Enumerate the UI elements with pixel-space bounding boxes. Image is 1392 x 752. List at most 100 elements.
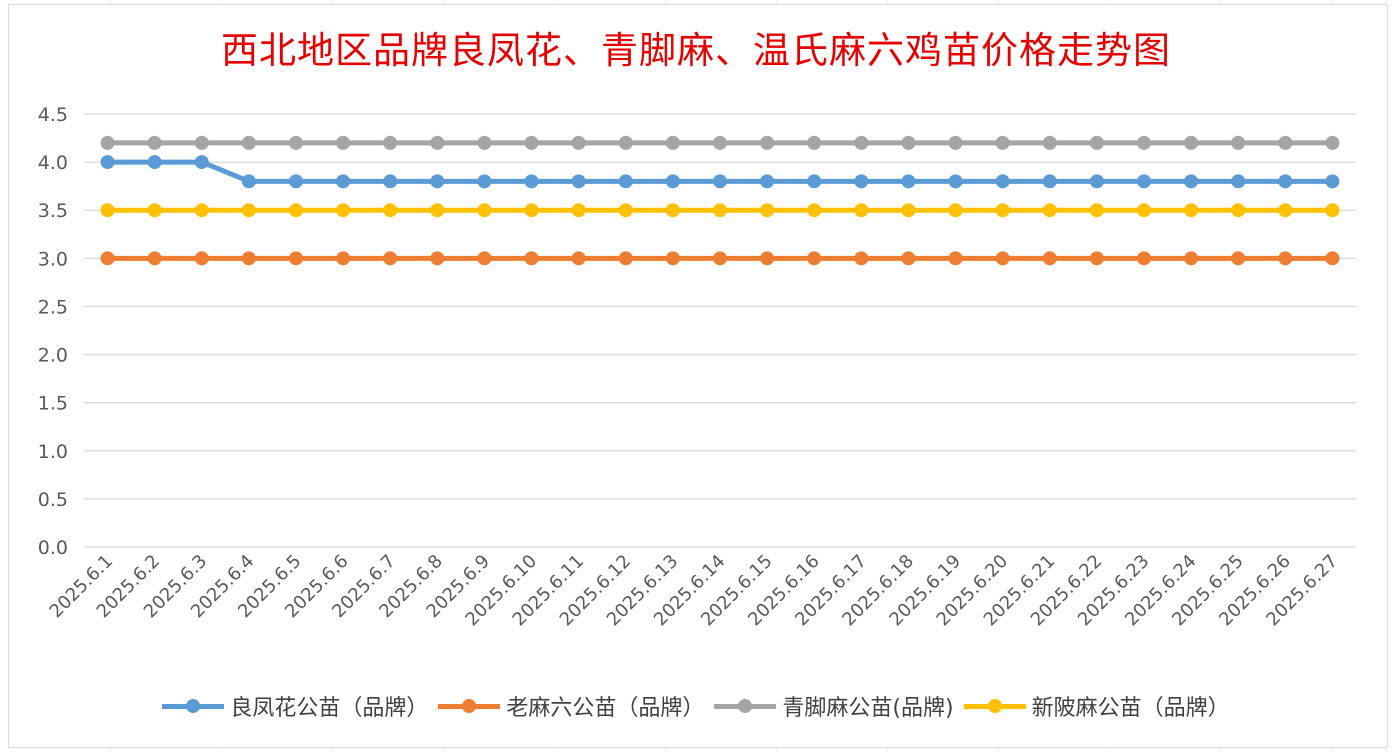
data-point (1278, 203, 1293, 218)
data-point (1089, 251, 1104, 266)
data-point (948, 251, 963, 266)
data-point (1137, 135, 1151, 150)
data-point (1325, 174, 1340, 189)
data-point (995, 203, 1010, 218)
data-point (1278, 174, 1293, 189)
data-point (147, 155, 162, 170)
data-point (1089, 203, 1104, 218)
data-point (336, 251, 351, 266)
data-point (477, 174, 492, 189)
data-point (194, 135, 209, 150)
data-point (1325, 135, 1340, 150)
data-point (430, 203, 445, 218)
data-point (383, 135, 398, 150)
chart-title: 西北地区品牌良凤花、青脚麻、温氏麻六鸡苗价格走势图 (221, 29, 1171, 72)
data-point (1184, 135, 1199, 150)
data-point (289, 174, 303, 189)
data-point (241, 251, 256, 266)
data-point (760, 135, 775, 150)
data-point (383, 251, 398, 266)
series-2 (100, 135, 1340, 150)
data-point (901, 203, 916, 218)
data-point (760, 203, 775, 218)
data-point (1137, 251, 1151, 266)
data-point (1089, 174, 1104, 189)
data-point (336, 135, 351, 150)
data-point (1042, 251, 1057, 266)
data-point (854, 174, 869, 189)
legend-item: 良凤花公苗（品牌） (162, 690, 428, 722)
data-point (1231, 203, 1246, 218)
data-point (289, 135, 303, 150)
data-point (289, 251, 303, 266)
data-point (854, 203, 869, 218)
data-point (665, 203, 680, 218)
data-point (430, 251, 445, 266)
y-tick-label: 0.0 (38, 537, 68, 559)
data-point (713, 135, 727, 150)
data-point (241, 203, 256, 218)
data-point (713, 203, 727, 218)
data-point (383, 174, 398, 189)
legend-swatch (162, 699, 225, 713)
data-point (995, 135, 1010, 150)
data-point (618, 203, 633, 218)
data-point (571, 135, 586, 150)
data-point (901, 135, 916, 150)
data-point (524, 174, 539, 189)
y-tick-label: 3.5 (38, 200, 68, 222)
data-point (901, 174, 916, 189)
legend-swatch (963, 699, 1026, 713)
data-point (901, 251, 916, 266)
data-point (100, 251, 115, 266)
data-point (948, 174, 963, 189)
data-point (100, 155, 115, 170)
y-tick-label: 1.0 (38, 441, 68, 463)
legend-swatch (438, 699, 501, 713)
data-point (336, 174, 351, 189)
data-point (948, 203, 963, 218)
data-point (100, 203, 115, 218)
data-point (807, 203, 822, 218)
data-point (477, 203, 492, 218)
y-tick-label: 4.5 (38, 104, 68, 126)
data-point (241, 174, 256, 189)
legend-label: 老麻六公苗（品牌） (506, 696, 705, 721)
data-point (100, 135, 115, 150)
data-point (241, 135, 256, 150)
data-point (713, 174, 727, 189)
legend-label: 青脚麻公苗(品牌) (782, 696, 954, 721)
data-point (665, 135, 680, 150)
series-0 (100, 155, 1340, 189)
data-point (383, 203, 398, 218)
data-point (807, 251, 822, 266)
data-point (571, 251, 586, 266)
chart-area[interactable] (8, 4, 1388, 748)
data-point (995, 251, 1010, 266)
data-point (1231, 174, 1246, 189)
data-point (477, 251, 492, 266)
data-point (1278, 251, 1293, 266)
data-point (948, 135, 963, 150)
data-point (618, 251, 633, 266)
data-point (1278, 135, 1293, 150)
data-point (1042, 174, 1057, 189)
data-point (1231, 251, 1246, 266)
data-point (430, 174, 445, 189)
series-3 (100, 203, 1340, 218)
data-point (571, 203, 586, 218)
data-point (665, 174, 680, 189)
data-point (1231, 135, 1246, 150)
data-point (760, 251, 775, 266)
legend-item: 新陂麻公苗（品牌） (963, 690, 1230, 722)
series-1 (100, 251, 1340, 266)
data-point (1325, 251, 1340, 266)
y-tick-label: 4.0 (38, 152, 68, 174)
data-point (147, 135, 162, 150)
data-point (289, 203, 303, 218)
y-tick-label: 2.5 (38, 296, 68, 318)
data-point (1137, 203, 1151, 218)
data-point (1089, 135, 1104, 150)
data-point (713, 251, 727, 266)
data-point (618, 135, 633, 150)
